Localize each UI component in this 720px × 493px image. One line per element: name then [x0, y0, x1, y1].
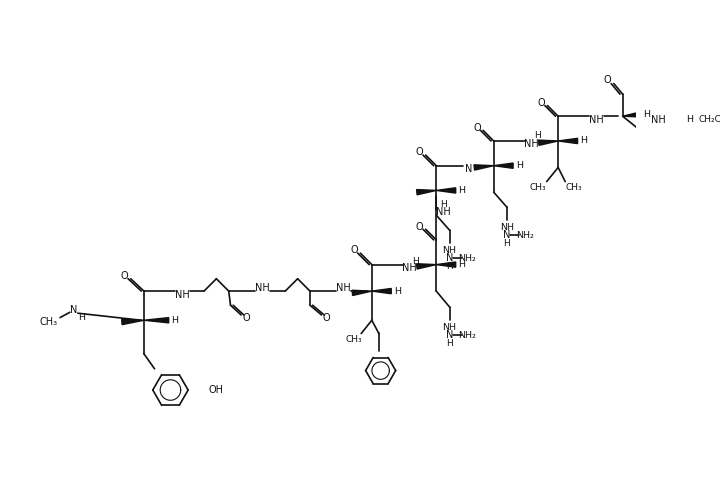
Text: H: H: [643, 110, 650, 119]
Text: NH: NH: [255, 282, 270, 292]
Text: H: H: [580, 137, 588, 145]
Text: H: H: [686, 115, 693, 124]
Text: NH: NH: [524, 140, 539, 149]
Text: O: O: [322, 313, 330, 322]
Text: NH: NH: [443, 246, 456, 255]
Polygon shape: [558, 139, 577, 143]
Polygon shape: [436, 188, 456, 193]
Text: H: H: [446, 339, 453, 348]
Text: H: H: [394, 286, 401, 296]
Polygon shape: [436, 262, 456, 267]
Text: O: O: [415, 147, 423, 157]
Text: NH: NH: [443, 323, 456, 332]
Text: H: H: [459, 186, 465, 195]
Text: N: N: [70, 305, 77, 315]
Text: O: O: [415, 222, 423, 232]
Text: CH₃: CH₃: [529, 183, 546, 192]
Text: O: O: [538, 98, 545, 108]
Text: O: O: [604, 75, 611, 85]
Text: H: H: [413, 256, 419, 266]
Text: NH: NH: [589, 115, 603, 125]
Text: NH₂: NH₂: [458, 254, 476, 263]
Text: H: H: [446, 262, 453, 271]
Text: NH₂: NH₂: [516, 231, 534, 240]
Text: NH: NH: [436, 208, 451, 217]
Text: H: H: [459, 260, 465, 269]
Text: OH: OH: [209, 385, 224, 395]
Text: H: H: [516, 161, 523, 170]
Polygon shape: [474, 165, 494, 170]
Text: CH₃: CH₃: [346, 335, 362, 344]
Text: CH₃: CH₃: [40, 317, 58, 327]
Polygon shape: [122, 319, 144, 325]
Polygon shape: [539, 140, 558, 145]
Text: N: N: [503, 230, 510, 241]
Text: O: O: [243, 313, 251, 322]
Text: NH: NH: [500, 223, 514, 232]
Text: NH: NH: [174, 289, 189, 300]
Text: NH: NH: [336, 282, 351, 292]
Text: H: H: [78, 313, 85, 322]
Text: NH: NH: [402, 263, 417, 273]
Text: O: O: [121, 271, 128, 281]
Text: H: H: [503, 239, 510, 248]
Polygon shape: [352, 290, 372, 295]
Polygon shape: [623, 112, 641, 117]
Text: O: O: [473, 123, 481, 133]
Polygon shape: [372, 288, 391, 294]
Text: NH₂: NH₂: [458, 331, 476, 340]
Text: H: H: [534, 131, 541, 140]
Text: H: H: [171, 316, 179, 325]
Polygon shape: [494, 163, 513, 168]
Text: N: N: [446, 330, 453, 340]
Text: O: O: [351, 245, 358, 254]
Polygon shape: [144, 317, 168, 323]
Text: NH: NH: [652, 115, 666, 125]
Polygon shape: [417, 189, 436, 195]
Polygon shape: [417, 264, 436, 269]
Text: CH₃: CH₃: [566, 183, 582, 192]
Text: H: H: [440, 200, 446, 209]
Text: N: N: [446, 253, 453, 263]
Text: N: N: [465, 164, 472, 174]
Text: CH₂CH₃: CH₂CH₃: [698, 115, 720, 124]
